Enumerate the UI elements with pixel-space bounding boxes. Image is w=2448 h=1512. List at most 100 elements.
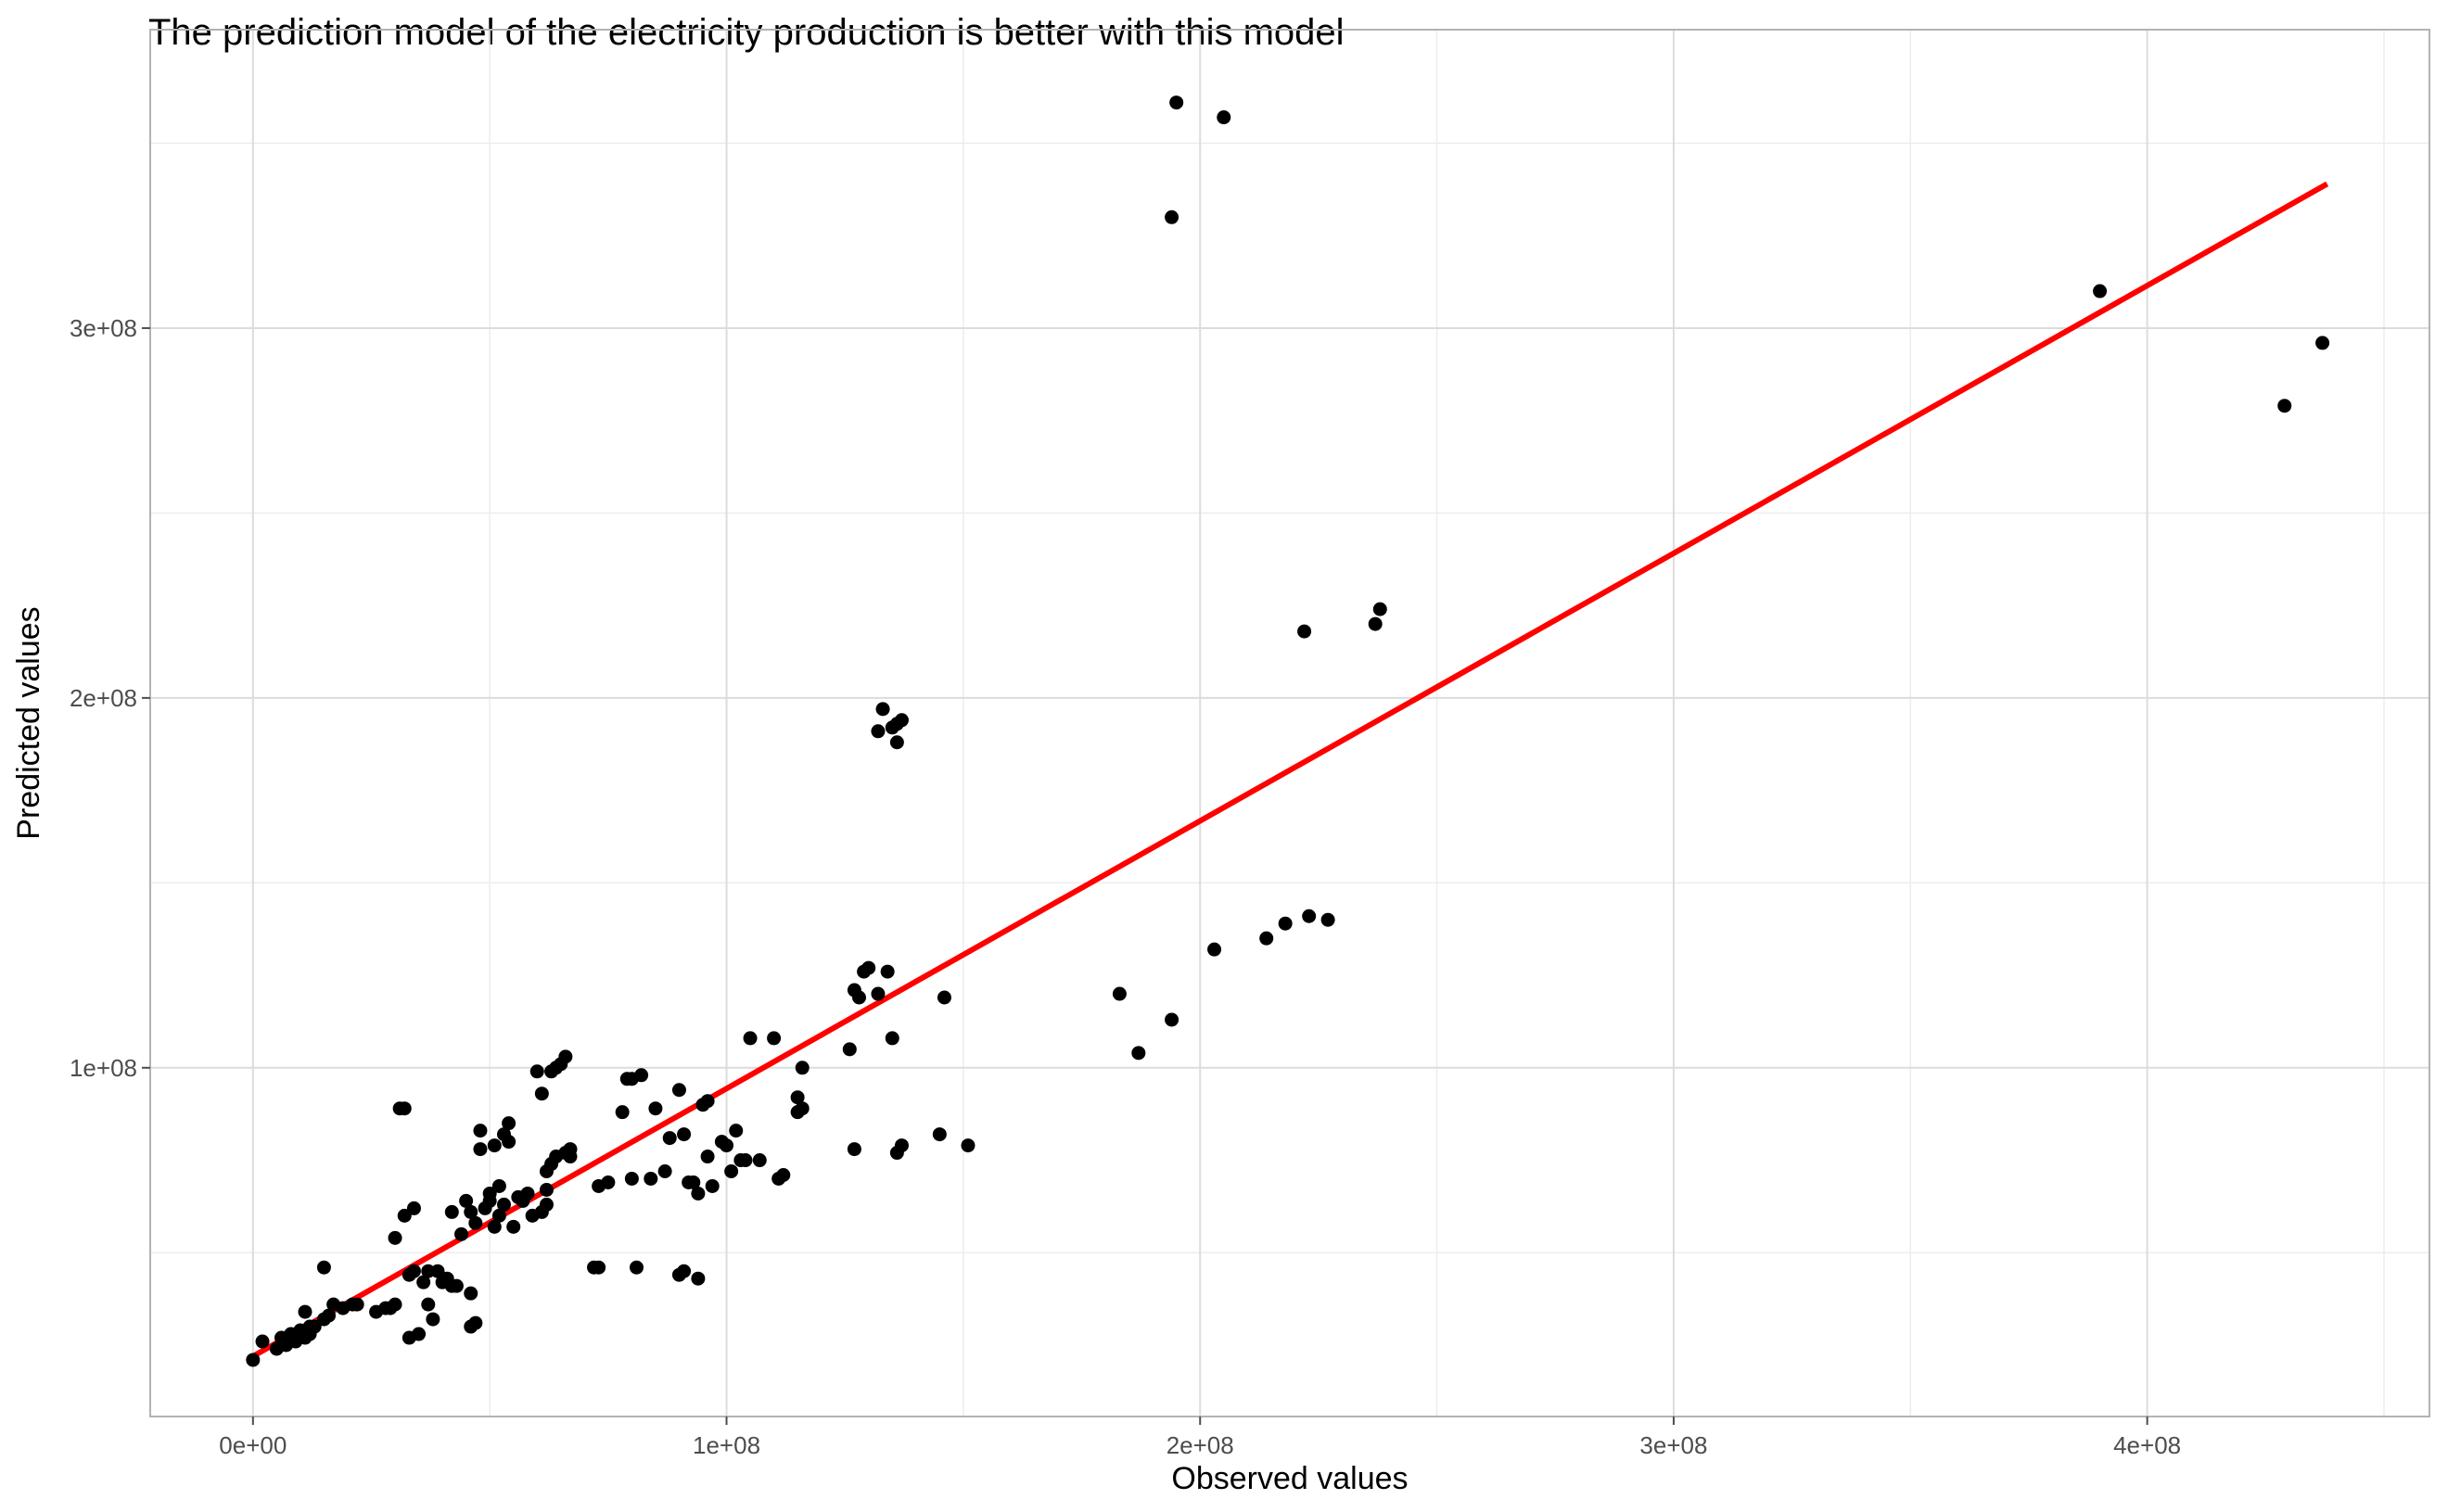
data-point-90	[624, 1171, 639, 1186]
data-point-42	[449, 1278, 464, 1293]
y-tick-label-2: 3e+08	[70, 314, 137, 342]
data-point-141	[932, 1127, 947, 1142]
data-point-102	[686, 1175, 701, 1189]
data-point-122	[795, 1101, 810, 1116]
data-point-111	[724, 1164, 739, 1179]
data-point-19	[350, 1297, 364, 1312]
data-point-79	[558, 1049, 573, 1064]
data-point-61	[502, 1116, 516, 1131]
data-point-1	[255, 1334, 270, 1349]
y-tick-label-0: 1e+08	[70, 1054, 137, 1082]
x-tick-label-3: 3e+08	[1639, 1431, 1707, 1459]
data-point-103	[691, 1271, 706, 1286]
data-point-58	[491, 1208, 506, 1223]
data-point-92	[634, 1068, 649, 1083]
data-point-56	[487, 1219, 502, 1234]
data-point-114	[738, 1153, 753, 1168]
data-point-119	[776, 1167, 791, 1182]
data-point-85	[592, 1260, 606, 1275]
data-point-116	[752, 1153, 767, 1168]
data-point-72	[539, 1182, 554, 1197]
data-point-12	[307, 1319, 322, 1334]
data-point-23	[388, 1297, 402, 1312]
data-point-54	[482, 1193, 497, 1208]
x-tick-label-1: 1e+08	[693, 1431, 760, 1459]
data-point-41	[444, 1204, 459, 1219]
data-point-108	[705, 1178, 720, 1193]
data-point-124	[842, 1042, 857, 1057]
data-point-70	[534, 1086, 549, 1101]
data-point-24	[388, 1230, 402, 1245]
data-point-93	[644, 1171, 658, 1186]
minor-grid	[150, 30, 2429, 1417]
major-grid	[150, 30, 2429, 1417]
data-point-104	[691, 1186, 706, 1201]
data-point-62	[502, 1135, 516, 1150]
data-point-71	[539, 1197, 554, 1212]
data-point-49	[468, 1215, 483, 1230]
data-point-48	[468, 1315, 483, 1330]
data-point-66	[520, 1186, 535, 1201]
x-tick-label-0: 0e+00	[219, 1431, 287, 1459]
x-tick-label-4: 4e+08	[2113, 1431, 2181, 1459]
data-point-125	[847, 1142, 861, 1157]
data-point-36	[426, 1312, 440, 1327]
data-point-94	[648, 1101, 663, 1116]
data-point-140	[889, 735, 904, 750]
data-point-153	[1297, 624, 1312, 639]
data-point-0	[246, 1353, 261, 1367]
data-point-68	[529, 1064, 544, 1079]
data-point-132	[875, 702, 890, 717]
data-point-146	[1165, 1012, 1179, 1027]
data-point-127	[852, 990, 867, 1005]
data-point-158	[2093, 284, 2108, 299]
data-point-27	[397, 1208, 412, 1223]
data-point-87	[615, 1105, 630, 1120]
data-point-15	[322, 1308, 337, 1323]
data-point-11	[298, 1304, 312, 1319]
data-point-149	[1217, 110, 1231, 125]
data-point-33	[416, 1275, 431, 1290]
data-point-34	[421, 1297, 436, 1312]
data-point-82	[563, 1142, 578, 1157]
data-point-14	[316, 1260, 331, 1275]
data-point-32	[412, 1327, 427, 1341]
data-point-135	[885, 1031, 899, 1046]
data-point-46	[464, 1286, 478, 1301]
data-point-98	[671, 1083, 686, 1098]
data-point-96	[662, 1131, 677, 1146]
data-point-159	[2277, 399, 2292, 413]
data-point-152	[1278, 916, 1293, 931]
data-point-160	[2315, 336, 2330, 350]
x-axis-ticks: 0e+00 1e+08 2e+08 3e+08 4e+08	[219, 1417, 2181, 1459]
data-point-147	[1165, 210, 1179, 224]
data-point-123	[795, 1061, 810, 1075]
data-point-106	[700, 1094, 715, 1109]
plot-panel	[149, 29, 2430, 1417]
data-point-91	[629, 1260, 644, 1275]
data-point-112	[729, 1124, 744, 1138]
data-point-143	[961, 1138, 975, 1153]
data-point-131	[871, 724, 886, 739]
data-point-63	[506, 1219, 521, 1234]
data-point-157	[1372, 602, 1387, 616]
data-point-31	[406, 1264, 421, 1278]
data-point-133	[880, 964, 895, 979]
data-point-129	[861, 960, 876, 975]
chart-title: The prediction model of the electricity …	[148, 12, 1345, 53]
data-point-156	[1368, 616, 1383, 631]
data-point-150	[1207, 942, 1222, 957]
data-point-45	[464, 1204, 478, 1219]
y-tick-label-1: 2e+08	[70, 684, 137, 712]
data-point-50	[473, 1142, 488, 1157]
data-point-151	[1259, 931, 1274, 946]
data-point-110	[720, 1138, 734, 1153]
data-point-55	[487, 1138, 502, 1153]
data-point-139	[894, 1138, 909, 1153]
data-point-121	[790, 1090, 805, 1105]
data-point-37	[430, 1264, 445, 1278]
data-point-26	[397, 1101, 412, 1116]
data-point-144	[1112, 986, 1127, 1001]
